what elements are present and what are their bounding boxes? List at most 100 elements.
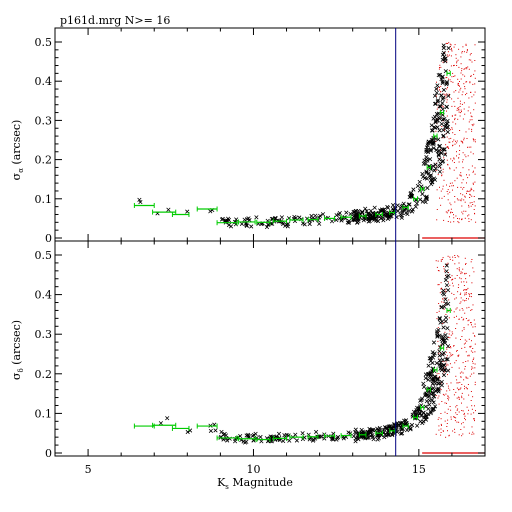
bottom-bin-point bbox=[196, 423, 218, 429]
bottom-faint-point bbox=[458, 318, 460, 320]
bottom-star-point bbox=[400, 426, 405, 431]
top-faint-point bbox=[440, 109, 441, 111]
bottom-faint-point bbox=[460, 301, 462, 303]
bottom-faint-point bbox=[471, 324, 472, 326]
bottom-faint-point bbox=[456, 350, 457, 352]
bottom-faint-point bbox=[464, 366, 466, 367]
top-faint-point bbox=[459, 106, 461, 107]
top-faint-point bbox=[464, 195, 466, 197]
bottom-faint-point bbox=[467, 384, 469, 385]
top-star-point bbox=[249, 224, 254, 229]
top-star-point bbox=[440, 101, 445, 106]
bottom-faint-point bbox=[446, 390, 448, 392]
bottom-star-point bbox=[300, 431, 305, 436]
bottom-faint-point bbox=[436, 318, 438, 320]
bottom-faint-point bbox=[471, 368, 472, 370]
bottom-faint-point bbox=[460, 376, 462, 378]
top-faint-point bbox=[449, 191, 451, 193]
top-star-point bbox=[367, 216, 372, 221]
top-star-point bbox=[424, 196, 429, 201]
top-faint-point bbox=[473, 94, 475, 96]
bottom-faint-point bbox=[461, 410, 463, 411]
top-star-point bbox=[364, 208, 369, 214]
top-faint-point bbox=[459, 199, 461, 201]
bottom-faint-point bbox=[435, 433, 437, 435]
bottom-faint-point bbox=[437, 327, 439, 329]
bottom-star-point bbox=[441, 373, 447, 378]
bottom-star-point bbox=[335, 434, 341, 440]
top-star-point bbox=[423, 200, 428, 205]
bottom-star-point bbox=[213, 428, 218, 433]
top-faint-point bbox=[455, 215, 457, 217]
top-faint-point bbox=[452, 160, 453, 162]
top-faint-point bbox=[470, 91, 472, 93]
top-star-point bbox=[432, 168, 437, 173]
bottom-faint-point bbox=[439, 306, 441, 308]
top-faint-point bbox=[457, 221, 459, 223]
top-faint-point bbox=[448, 78, 449, 80]
top-faint-point bbox=[446, 99, 448, 101]
bottom-star-point bbox=[423, 376, 428, 381]
top-faint-point bbox=[451, 47, 452, 49]
bottom-faint-point bbox=[467, 324, 469, 326]
bottom-faint-point bbox=[473, 418, 474, 420]
bottom-faint-point bbox=[455, 360, 457, 362]
top-faint-point bbox=[442, 185, 444, 187]
top-faint-point bbox=[449, 43, 451, 45]
top-star-point bbox=[355, 216, 360, 221]
bottom-star-point bbox=[359, 427, 364, 432]
top-faint-point bbox=[451, 212, 453, 213]
top-faint-point bbox=[451, 128, 453, 130]
top-faint-point bbox=[453, 221, 455, 223]
bottom-faint-point bbox=[458, 388, 460, 390]
bottom-faint-point bbox=[464, 312, 466, 314]
bottom-faint-point bbox=[447, 364, 449, 366]
top-star-point bbox=[437, 128, 442, 133]
bottom-bin-point bbox=[358, 432, 367, 438]
top-faint-point bbox=[472, 83, 474, 85]
bottom-faint-point bbox=[473, 319, 475, 321]
bottom-faint-point bbox=[468, 409, 469, 411]
top-faint-point bbox=[451, 115, 453, 117]
bottom-faint-point bbox=[466, 307, 468, 309]
top-faint-point bbox=[461, 182, 463, 184]
top-faint-point bbox=[443, 93, 445, 95]
top-faint-point bbox=[465, 131, 467, 133]
bottom-faint-point bbox=[464, 368, 466, 370]
bottom-faint-point bbox=[471, 433, 473, 435]
bottom-faint-point bbox=[449, 355, 451, 357]
bottom-star-point bbox=[408, 427, 413, 432]
bottom-panel-frame bbox=[54, 240, 486, 457]
bottom-faint-point bbox=[470, 261, 472, 263]
top-faint-point bbox=[461, 141, 463, 143]
bottom-star-point bbox=[437, 353, 442, 358]
bottom-faint-point bbox=[449, 406, 451, 407]
bottom-y-tick-label: 0.4 bbox=[35, 289, 53, 302]
bottom-faint-point bbox=[455, 375, 457, 377]
top-star-point bbox=[246, 216, 251, 221]
bottom-star-point bbox=[422, 384, 427, 389]
top-faint-point bbox=[450, 211, 452, 213]
top-faint-point bbox=[449, 141, 451, 143]
bottom-star-point bbox=[444, 263, 449, 268]
bottom-faint-point bbox=[461, 395, 463, 397]
top-star-point bbox=[437, 143, 442, 149]
top-faint-point bbox=[450, 158, 452, 160]
bottom-faint-point bbox=[471, 282, 473, 284]
bottom-faint-point bbox=[461, 384, 463, 385]
top-faint-point bbox=[435, 95, 437, 97]
bottom-faint-point bbox=[456, 350, 458, 351]
bottom-faint-point bbox=[458, 411, 460, 413]
top-star-point bbox=[441, 45, 446, 51]
bottom-star-point bbox=[306, 432, 311, 437]
bottom-star-point bbox=[386, 424, 391, 429]
bottom-faint-point bbox=[464, 339, 466, 341]
bottom-faint-point bbox=[475, 410, 476, 412]
top-star-point bbox=[435, 98, 441, 103]
top-faint-point bbox=[453, 139, 455, 141]
bottom-faint-point bbox=[452, 282, 453, 284]
top-faint-point bbox=[451, 49, 453, 51]
top-faint-point bbox=[449, 79, 451, 81]
bottom-faint-point bbox=[474, 343, 476, 345]
top-faint-point bbox=[464, 154, 466, 156]
